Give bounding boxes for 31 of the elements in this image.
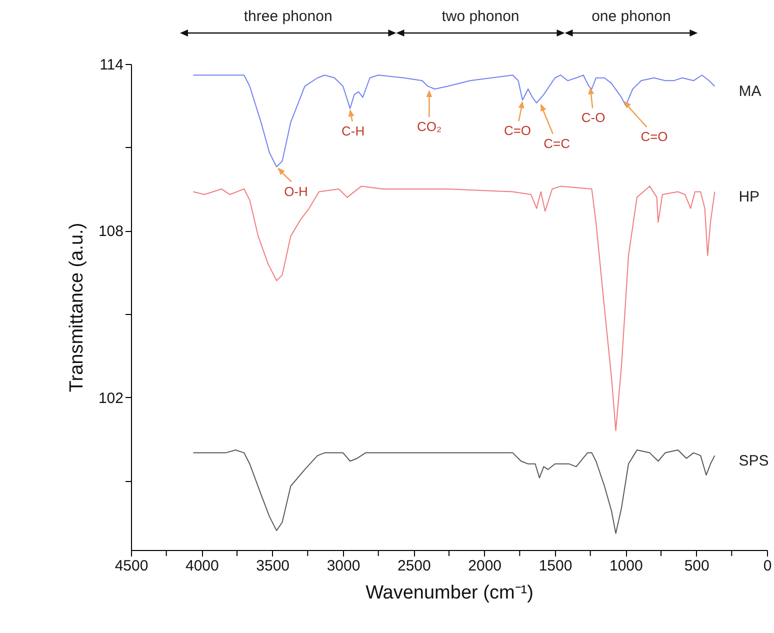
- y-axis-title: Transmittance (a.u.): [66, 222, 88, 392]
- x-tick-label: 3500: [256, 558, 290, 574]
- text: two phonon: [442, 8, 520, 25]
- x-tick-label: 1500: [538, 558, 572, 574]
- x-axis-title: Wavenumber (cm⁻¹): [366, 582, 534, 604]
- line-series: [192, 74, 716, 168]
- x-tick-label: 4500: [114, 558, 148, 574]
- x-tick-label: 0: [763, 558, 772, 574]
- text: one phonon: [592, 8, 671, 25]
- x-tick-label: 2000: [468, 558, 502, 574]
- x-tick-label: 2500: [397, 558, 431, 574]
- line-series: [192, 186, 716, 432]
- y-tick-label: 108: [98, 223, 124, 240]
- text: three phonon: [244, 8, 332, 25]
- annotation: C=O: [640, 129, 668, 144]
- series-label: HP: [738, 188, 760, 206]
- x-tick-label: 4000: [185, 558, 219, 574]
- x-tick-label: 500: [684, 558, 710, 574]
- annotation: O-H: [284, 184, 308, 199]
- series-label: MA: [738, 83, 762, 100]
- y-tick-label: 114: [100, 56, 124, 74]
- annotation: C-H: [342, 123, 365, 138]
- annotation: C=O: [504, 123, 532, 138]
- y-tick-label: 102: [98, 390, 124, 407]
- annotation: CO₂: [416, 118, 442, 134]
- annotation: C=C: [544, 136, 570, 151]
- x-tick-label: 3000: [326, 558, 360, 574]
- line-series: [192, 450, 716, 534]
- x-tick-label: 1000: [609, 558, 643, 574]
- annotation: C-O: [581, 110, 606, 126]
- series-label: SPS: [738, 452, 769, 470]
